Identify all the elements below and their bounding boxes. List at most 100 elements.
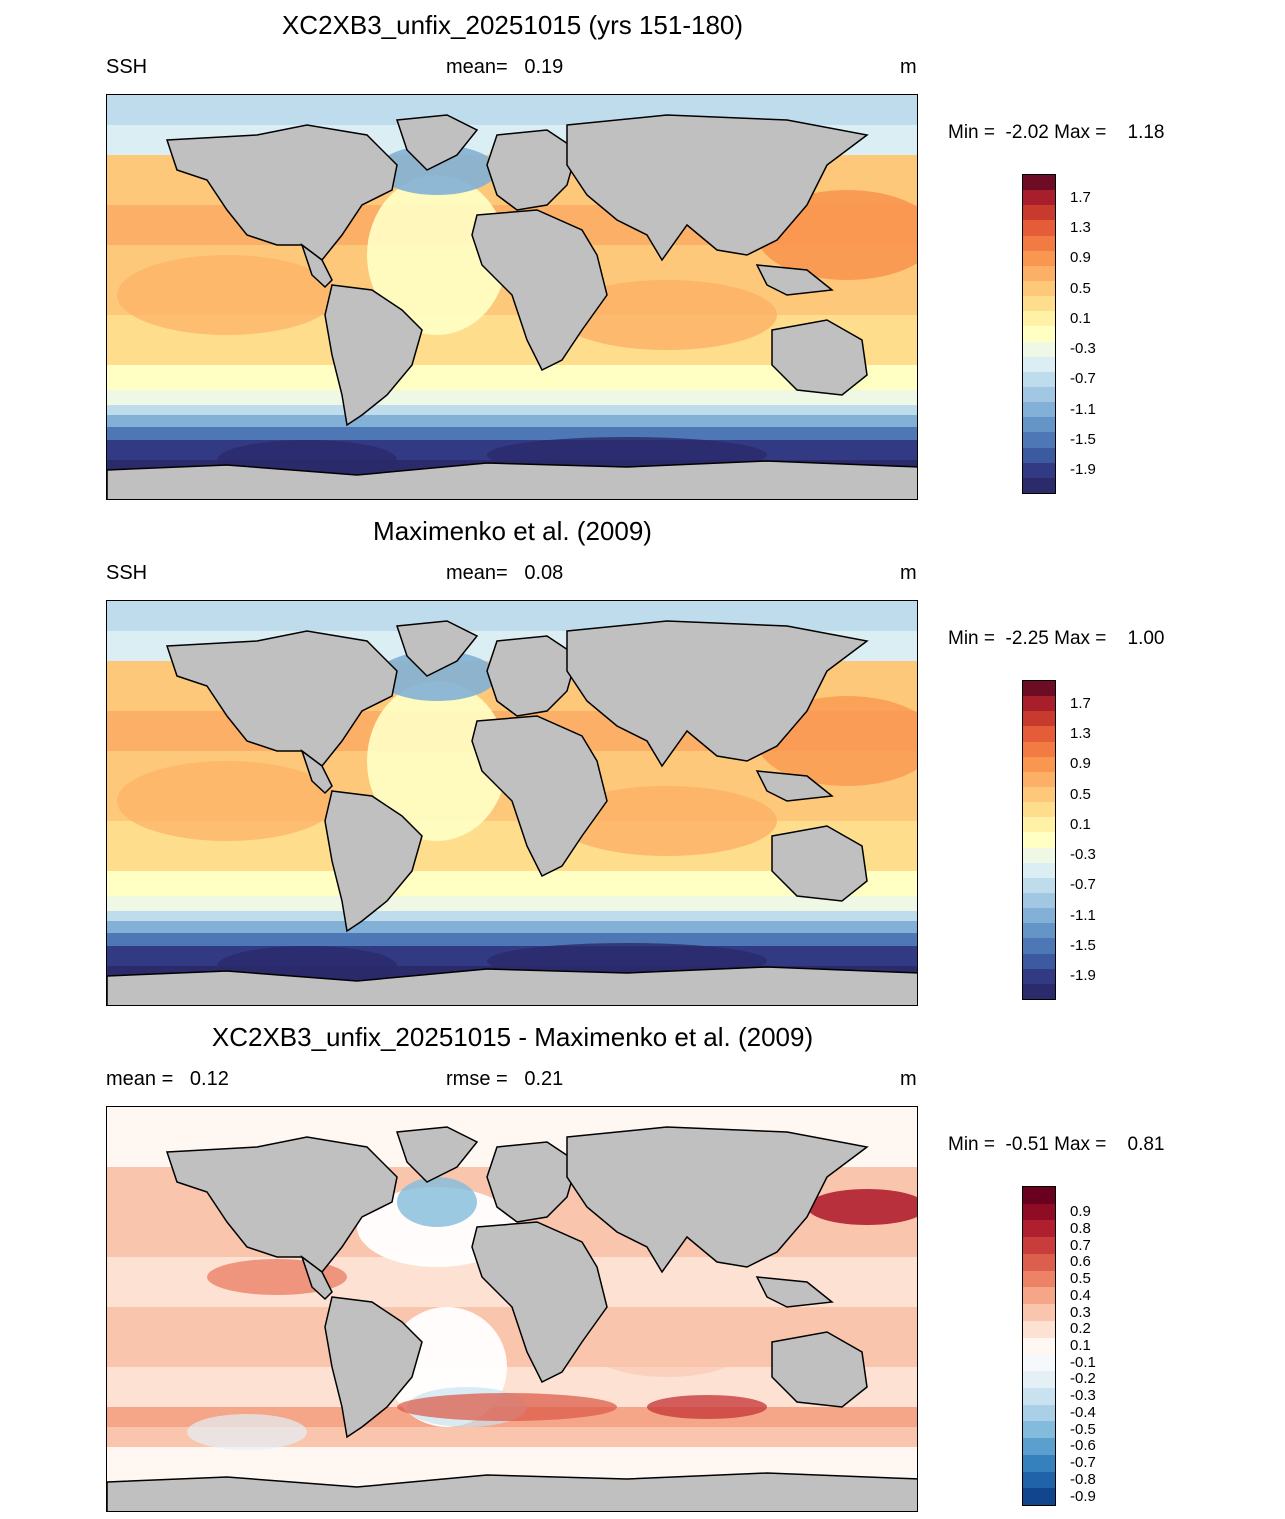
colorbar-swatch <box>1023 477 1055 494</box>
landmass <box>486 1141 578 1223</box>
colorbar-tick-label: 0.5 <box>1070 785 1091 803</box>
landmass <box>755 770 834 802</box>
colorbar-tick-label: -0.4 <box>1070 1403 1096 1421</box>
colorbar-tick-label: -0.7 <box>1070 876 1096 894</box>
colorbar-tick-label: 0.1 <box>1070 309 1091 327</box>
colorbar-swatch <box>1023 787 1055 803</box>
field-band <box>107 933 917 946</box>
colorbar-swatch <box>1023 311 1055 327</box>
colorbar-swatch <box>1023 281 1055 297</box>
colorbar-swatch <box>1023 968 1055 985</box>
colorbar-tick-label: 0.4 <box>1070 1286 1091 1304</box>
field-band <box>107 405 917 415</box>
field-anomaly <box>117 255 337 335</box>
landmass <box>566 620 869 768</box>
colorbar-tick-label: 0.9 <box>1070 249 1091 267</box>
units-label: m <box>900 56 917 78</box>
colorbar-swatch <box>1023 1220 1055 1238</box>
colorbar-tick-label: 0.9 <box>1070 755 1091 773</box>
landmass <box>566 1126 869 1274</box>
colorbar-swatch <box>1023 1488 1055 1506</box>
field-band <box>107 921 917 933</box>
rmse-label: rmse = 0.21 <box>446 1068 564 1090</box>
landmass <box>755 264 834 296</box>
colorbar-tick-label: -0.7 <box>1070 370 1096 388</box>
field-band <box>107 896 917 911</box>
field-anomaly <box>647 1395 767 1419</box>
colorbar-tick-label: 0.1 <box>1070 1337 1091 1354</box>
landmass <box>300 1254 333 1301</box>
colorbar-swatch <box>1023 417 1055 433</box>
colorbar-tick-label: 0.5 <box>1070 1270 1091 1288</box>
landmass <box>566 114 869 262</box>
colorbar-swatch <box>1023 711 1055 727</box>
landmass <box>324 284 423 427</box>
colorbar-swatch <box>1023 371 1055 388</box>
ssh-map <box>106 600 918 1006</box>
colorbar-swatch <box>1023 1203 1055 1221</box>
colorbar-swatch <box>1023 1253 1055 1272</box>
landmass <box>771 825 868 902</box>
colorbar-tick-label: -0.8 <box>1070 1470 1096 1488</box>
colorbar-swatch <box>1023 1404 1055 1422</box>
colorbar-tick-label: -1.5 <box>1070 431 1096 448</box>
colorbar-swatch <box>1023 1304 1055 1322</box>
colorbar-swatch <box>1023 938 1055 955</box>
field-anomaly <box>557 786 777 856</box>
landmass <box>107 1472 917 1511</box>
colorbar-tick-label: 0.2 <box>1070 1320 1091 1338</box>
panel-title: XC2XB3_unfix_20251015 (yrs 151-180) <box>281 10 744 40</box>
colorbar-swatch <box>1023 1421 1055 1439</box>
colorbar-swatch <box>1023 953 1055 970</box>
field-band <box>107 390 917 405</box>
field-band <box>107 415 917 427</box>
mean-label: mean= 0.19 <box>446 56 564 78</box>
landmass <box>471 1221 608 1384</box>
field-anomaly <box>587 1317 747 1377</box>
landmass <box>165 630 398 768</box>
field-band <box>107 427 917 440</box>
colorbar-tick-label: -0.9 <box>1070 1487 1096 1505</box>
units-label: m <box>900 562 917 584</box>
colorbar-box <box>1022 1186 1056 1506</box>
variable-label: SSH <box>106 562 148 584</box>
colorbar-tick-label: -0.2 <box>1070 1370 1096 1388</box>
field-anomaly <box>557 280 777 350</box>
panel-title: Maximenko et al. (2009) <box>373 516 652 546</box>
colorbar-tick-label: 0.8 <box>1070 1219 1091 1237</box>
landmass <box>300 242 333 289</box>
field-anomaly <box>367 175 507 335</box>
colorbar-swatch <box>1023 175 1055 191</box>
landmass <box>771 1331 868 1408</box>
panel-difference: XC2XB3_unfix_20251015 - Maximenko et al.… <box>0 1012 1285 1518</box>
panel-title: XC2XB3_unfix_20251015 - Maximenko et al.… <box>211 1022 814 1052</box>
colorbar-tick-label: 1.3 <box>1070 219 1091 236</box>
landmass <box>486 129 578 211</box>
colorbar-swatch <box>1023 862 1055 879</box>
landmass <box>755 1276 834 1308</box>
colorbar-swatch <box>1023 983 1055 1000</box>
landmass <box>471 715 608 878</box>
colorbar-tick-label: -0.7 <box>1070 1454 1096 1472</box>
colorbar-tick-label: 1.7 <box>1070 694 1091 712</box>
min-max-label: Min = -2.25 Max = 1.00 <box>948 628 1165 649</box>
colorbar-swatch <box>1023 1270 1055 1288</box>
colorbar-tick-label: -0.3 <box>1070 1387 1096 1405</box>
colorbar-swatch <box>1023 265 1055 282</box>
colorbar-tick-label: -0.5 <box>1070 1420 1096 1438</box>
landmass <box>165 124 398 262</box>
colorbar-swatch <box>1023 326 1055 343</box>
colorbar-swatch <box>1023 190 1055 206</box>
colorbar-swatch <box>1023 756 1055 773</box>
colorbar-swatch <box>1023 1237 1055 1255</box>
colorbar-swatch <box>1023 741 1055 758</box>
field-band <box>107 95 917 125</box>
field-band <box>107 1427 917 1447</box>
field-anomaly <box>807 1189 917 1225</box>
colorbar-swatch <box>1023 1387 1055 1406</box>
colorbar-swatch <box>1023 802 1055 818</box>
colorbar-tick-label: -0.3 <box>1070 340 1096 358</box>
colorbar-swatch <box>1023 220 1055 237</box>
landmass <box>107 966 917 1005</box>
field-band <box>107 911 917 921</box>
